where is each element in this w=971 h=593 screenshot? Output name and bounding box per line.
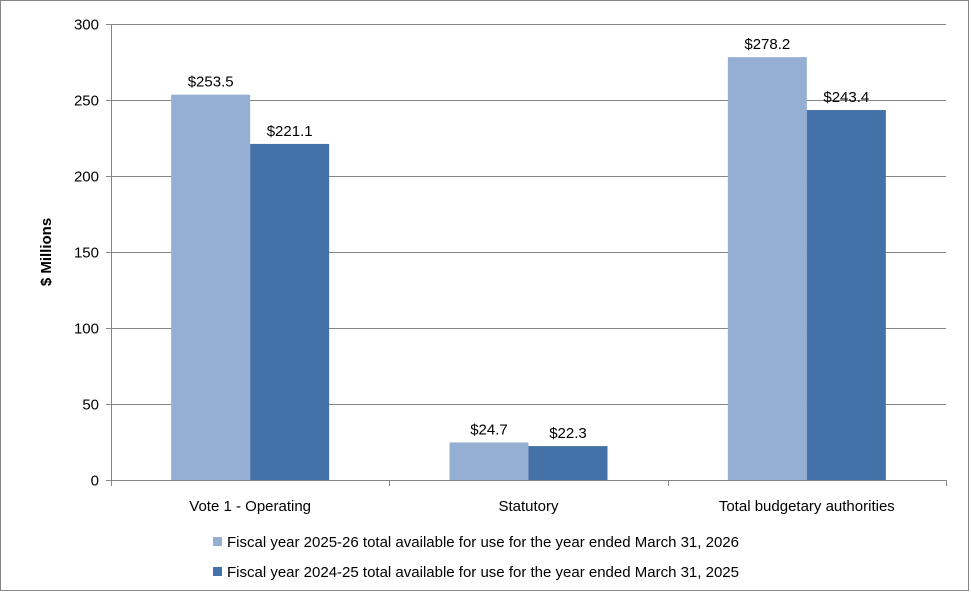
y-tick-label: 100 [74, 321, 99, 338]
legend-swatch-2 [213, 567, 222, 576]
x-category-label: Total budgetary authorities [719, 498, 895, 515]
data-label: $22.3 [549, 425, 587, 442]
y-tick-label: 150 [74, 245, 99, 262]
bar-1-1 [171, 94, 251, 481]
legend-label-2: Fiscal year 2024-25 total available for … [227, 564, 739, 581]
data-label: $278.2 [744, 36, 790, 53]
legend-swatch-1 [213, 537, 222, 546]
data-labels: $253.5 $221.1 $24.7 $22.3 $278.2 $243.4 [188, 36, 870, 442]
y-tick-label: 0 [91, 473, 99, 490]
x-category-label: Statutory [498, 498, 559, 515]
bar-2-3 [806, 110, 886, 481]
bars [171, 57, 886, 481]
bar-2-2 [528, 446, 608, 480]
x-category-label: Vote 1 - Operating [189, 498, 311, 515]
data-label: $253.5 [188, 74, 234, 91]
legend: Fiscal year 2025-26 total available for … [213, 534, 739, 581]
data-label: $24.7 [470, 421, 508, 438]
bar-2-1 [250, 143, 330, 481]
y-tick-labels: 0 50 100 150 200 250 300 [74, 17, 99, 490]
data-label: $221.1 [267, 123, 313, 140]
y-tick-label: 300 [74, 17, 99, 34]
bar-1-2 [449, 442, 529, 480]
legend-label-1: Fiscal year 2025-26 total available for … [227, 534, 739, 551]
x-category-labels: Vote 1 - Operating Statutory Total budgeta… [189, 498, 895, 515]
y-tick-label: 50 [82, 397, 99, 414]
bar-1-3 [727, 57, 807, 481]
y-axis-label: $ Millions [38, 218, 55, 286]
y-tick-label: 250 [74, 93, 99, 110]
axes [106, 24, 947, 486]
data-label: $243.4 [823, 89, 869, 106]
y-tick-label: 200 [74, 169, 99, 186]
